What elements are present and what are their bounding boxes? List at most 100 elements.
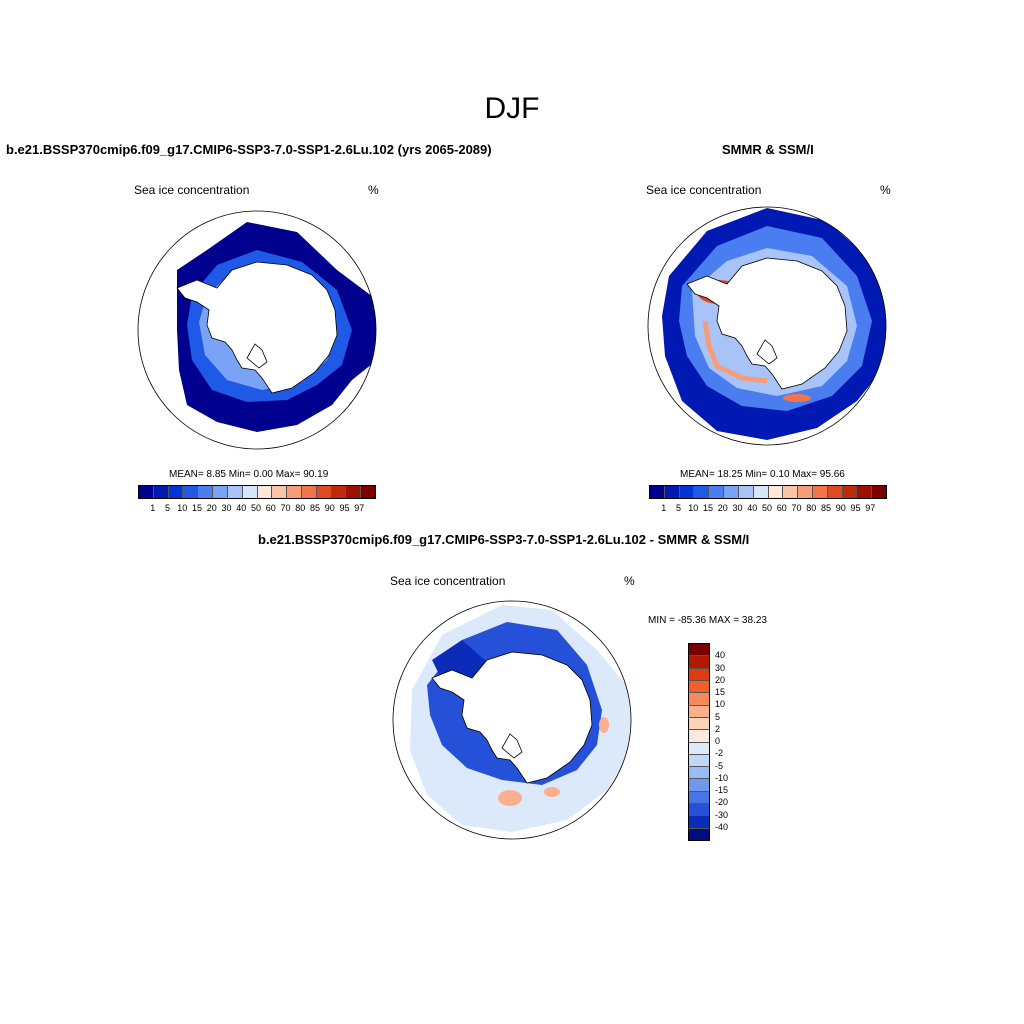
colorbar-swatch: [689, 693, 709, 706]
colorbar-swatch: [694, 486, 710, 498]
colorbar-swatch: [689, 668, 709, 681]
colorbar-swatch: [689, 754, 709, 768]
colorbar-swatch: [783, 486, 799, 498]
colorbar-tick-label: 50: [761, 503, 773, 513]
colorbar-swatch: [213, 486, 228, 498]
colorbar-swatch: [183, 486, 199, 498]
colorbar-swatch: [689, 742, 709, 755]
colorbar-swatch: [198, 486, 214, 498]
colorbar-swatch: [798, 486, 813, 498]
colorbar-swatch: [842, 486, 858, 498]
colorbar-tick-label: 15: [715, 687, 726, 697]
model-polar-map: [137, 210, 377, 450]
colorbar-swatch: [301, 486, 317, 498]
colorbar-swatch: [168, 486, 184, 498]
colorbar-tick-label: -15: [715, 785, 729, 795]
colorbar-swatch: [689, 816, 709, 829]
colorbar-tick-label: 95: [339, 503, 350, 513]
colorbar-swatch: [872, 486, 886, 498]
colorbar-tick-label: 80: [806, 503, 817, 513]
obs-colorbar-ticks: 1 5 10 15 20 30 40 50 60 70 80 85 90 95 97: [649, 503, 885, 515]
diff-polar-map: [392, 600, 632, 840]
colorbar-swatch: [650, 486, 665, 498]
colorbar-tick-label: 10: [688, 503, 699, 513]
obs-stats: MEAN= 18.25 Min= 0.10 Max= 95.66: [680, 469, 845, 480]
colorbar-swatch: [724, 486, 739, 498]
colorbar-tick-label: 5: [675, 503, 682, 513]
colorbar-swatch: [679, 486, 695, 498]
colorbar-swatch: [689, 656, 709, 669]
colorbar-tick-label: 10: [177, 503, 188, 513]
model-colorbar: [138, 485, 376, 499]
colorbar-tick-label: 50: [250, 503, 262, 513]
colorbar-tick-label: 40: [747, 503, 758, 513]
colorbar-swatch: [242, 486, 258, 498]
obs-polar-map: [647, 206, 887, 446]
colorbar-swatch: [857, 486, 873, 498]
obs-variable-label: Sea ice concentration: [646, 183, 762, 197]
colorbar-tick-label: -5: [715, 760, 724, 771]
colorbar-swatch: [827, 486, 843, 498]
model-variable-label: Sea ice concentration: [134, 183, 250, 197]
model-antarctica: [176, 261, 338, 394]
colorbar-swatch: [227, 486, 243, 498]
colorbar-tick-label: -30: [715, 809, 729, 820]
model-units-label: %: [368, 183, 379, 197]
colorbar-tick-label: 5: [715, 711, 721, 722]
obs-units-label: %: [880, 183, 891, 197]
colorbar-tick-label: -20: [715, 797, 729, 808]
diff-minmax: MIN = -85.36 MAX = 38.23: [648, 615, 767, 626]
colorbar-swatch: [709, 486, 725, 498]
colorbar-tick-label: 70: [280, 503, 291, 513]
diff-positive-patch: [498, 790, 522, 806]
colorbar-tick-label: -40: [715, 821, 729, 832]
colorbar-swatch: [689, 717, 709, 731]
colorbar-tick-label: 60: [776, 503, 787, 513]
colorbar-swatch: [316, 486, 332, 498]
colorbar-swatch: [689, 680, 709, 694]
colorbar-swatch: [257, 486, 273, 498]
colorbar-swatch: [272, 486, 288, 498]
figure-title: DJF: [484, 92, 540, 125]
model-land-feature: [246, 343, 268, 369]
colorbar-tick-label: 95: [850, 503, 861, 513]
colorbar-swatch: [768, 486, 784, 498]
obs-antarctica: [686, 257, 848, 390]
diff-antarctica: [431, 651, 593, 784]
colorbar-swatch: [153, 486, 169, 498]
colorbar-swatch: [139, 486, 154, 498]
colorbar-tick-label: 1: [150, 503, 156, 513]
colorbar-tick-label: -2: [715, 748, 724, 759]
colorbar-tick-label: 85: [820, 503, 832, 513]
colorbar-swatch: [361, 486, 375, 498]
colorbar-tick-label: 1: [661, 503, 667, 513]
colorbar-swatch: [664, 486, 680, 498]
colorbar-swatch: [689, 730, 709, 743]
model-stats: MEAN= 8.85 Min= 0.00 Max= 90.19: [169, 469, 329, 480]
colorbar-swatch: [689, 779, 709, 792]
colorbar-swatch: [812, 486, 828, 498]
colorbar-tick-label: -10: [715, 772, 729, 783]
colorbar-tick-label: 5: [164, 503, 171, 513]
colorbar-tick-label: 40: [715, 650, 726, 661]
diff-panel-title: b.e21.BSSP370cmip6.f09_g17.CMIP6-SSP3-7.…: [258, 532, 750, 547]
colorbar-tick-label: 60: [265, 503, 276, 513]
diff-units-label: %: [624, 574, 635, 588]
colorbar-tick-label: 30: [715, 662, 726, 673]
colorbar-tick-label: 30: [221, 503, 232, 513]
colorbar-tick-label: 15: [191, 503, 203, 513]
colorbar-swatch: [689, 705, 709, 718]
colorbar-swatch: [689, 804, 709, 817]
colorbar-tick-label: 20: [717, 503, 728, 513]
diff-colorbar: [688, 643, 710, 841]
colorbar-swatch: [738, 486, 754, 498]
colorbar-tick-label: 80: [295, 503, 306, 513]
model-colorbar-ticks: 1 5 10 15 20 30 40 50 60 70 80 85 90 95 97: [138, 503, 374, 515]
colorbar-swatch: [346, 486, 362, 498]
colorbar-tick-label: 20: [715, 674, 726, 685]
colorbar-swatch: [689, 791, 709, 805]
colorbar-swatch: [689, 644, 709, 657]
colorbar-swatch: [287, 486, 302, 498]
obs-panel-title: SMMR & SSM/I: [722, 142, 814, 157]
colorbar-tick-label: 40: [236, 503, 247, 513]
